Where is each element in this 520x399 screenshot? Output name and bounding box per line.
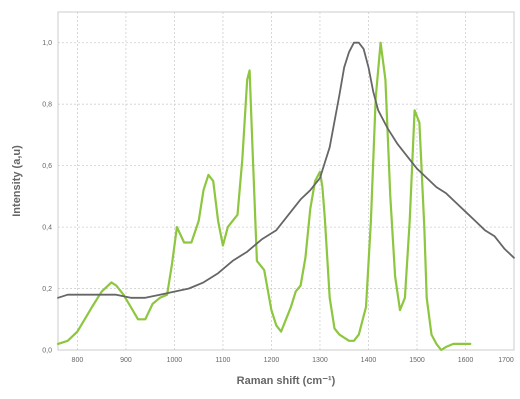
- x-tick-label: 800: [72, 357, 84, 364]
- y-tick-label: 1,0: [42, 40, 52, 47]
- y-tick-label: 0,8: [42, 102, 52, 109]
- series-group: [56, 41, 515, 352]
- series-line-1: [56, 41, 472, 352]
- y-tick-label: 0,6: [42, 163, 52, 170]
- x-tick-label: 1700: [498, 357, 514, 364]
- plot-frame: [57, 11, 515, 351]
- x-tick-label: 1300: [312, 357, 328, 364]
- x-tick-label: 1200: [264, 357, 280, 364]
- x-tick-label: 1400: [361, 357, 377, 364]
- x-tick-label: 1000: [167, 357, 183, 364]
- x-axis-ticks: 800 900 1000 1100 1200 1300 1400 1500 1600 1700: [72, 357, 514, 364]
- x-tick-label: 1600: [458, 357, 474, 364]
- x-tick-label: 1500: [409, 357, 425, 364]
- y-axis-label: Intensity (a,u): [11, 145, 23, 217]
- x-tick-label: 900: [120, 357, 132, 364]
- series-line-2: [57, 41, 515, 299]
- y-tick-label: 0,2: [42, 286, 52, 293]
- x-axis-label: Raman shift (cm⁻¹): [237, 375, 336, 387]
- y-tick-label: 0,0: [42, 348, 52, 355]
- x-tick-label: 1100: [215, 357, 230, 364]
- y-axis-ticks: 0,0 0,2 0,4 0,6 0,8 1,0: [42, 40, 52, 354]
- grid-lines: [58, 12, 514, 350]
- y-tick-label: 0,4: [42, 225, 52, 232]
